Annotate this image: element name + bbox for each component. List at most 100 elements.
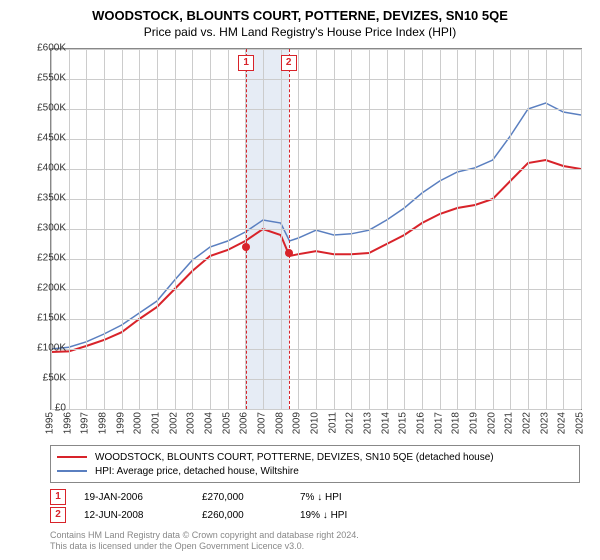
chart-title: WOODSTOCK, BLOUNTS COURT, POTTERNE, DEVI… <box>0 0 600 23</box>
gridline-v <box>228 49 229 409</box>
gridline-v <box>422 49 423 409</box>
gridline-v <box>139 49 140 409</box>
marker-box: 2 <box>281 55 297 71</box>
xtick-label: 2020 <box>486 412 497 434</box>
chart-container: WOODSTOCK, BLOUNTS COURT, POTTERNE, DEVI… <box>0 0 600 560</box>
marker-box: 1 <box>238 55 254 71</box>
gridline-v <box>298 49 299 409</box>
sales-table: 1 19-JAN-2006 £270,000 7% ↓ HPI 2 12-JUN-2008… <box>50 488 580 524</box>
sale-idx: 2 <box>50 507 66 523</box>
sale-price: £260,000 <box>202 510 282 521</box>
legend: WOODSTOCK, BLOUNTS COURT, POTTERNE, DEVI… <box>50 445 580 483</box>
xtick-label: 2006 <box>239 412 250 434</box>
xtick-label: 2005 <box>221 412 232 434</box>
gridline-v <box>457 49 458 409</box>
xtick-label: 2012 <box>345 412 356 434</box>
xtick-label: 2025 <box>575 412 586 434</box>
ytick-label: £50K <box>22 373 66 384</box>
gridline-v <box>210 49 211 409</box>
legend-swatch <box>57 456 87 458</box>
chart-subtitle: Price paid vs. HM Land Registry's House … <box>0 23 600 45</box>
sales-row: 2 12-JUN-2008 £260,000 19% ↓ HPI <box>50 506 580 524</box>
gridline-v <box>69 49 70 409</box>
xtick-label: 2021 <box>504 412 515 434</box>
xtick-label: 2017 <box>433 412 444 434</box>
gridline-v <box>546 49 547 409</box>
gridline-v <box>440 49 441 409</box>
xtick-label: 2016 <box>416 412 427 434</box>
xtick-label: 2019 <box>469 412 480 434</box>
xtick-label: 1996 <box>62 412 73 434</box>
ytick-label: £100K <box>22 343 66 354</box>
gridline-v <box>175 49 176 409</box>
xtick-label: 1997 <box>80 412 91 434</box>
sales-row: 1 19-JAN-2006 £270,000 7% ↓ HPI <box>50 488 580 506</box>
xtick-label: 2015 <box>398 412 409 434</box>
sale-date: 12-JUN-2008 <box>84 510 184 521</box>
xtick-label: 2014 <box>380 412 391 434</box>
sale-dot <box>242 243 250 251</box>
xtick-label: 1995 <box>45 412 56 434</box>
gridline-v <box>334 49 335 409</box>
xtick-label: 2013 <box>363 412 374 434</box>
marker-line <box>289 49 290 409</box>
xtick-label: 2024 <box>557 412 568 434</box>
gridline-v <box>86 49 87 409</box>
gridline-v <box>122 49 123 409</box>
legend-label: WOODSTOCK, BLOUNTS COURT, POTTERNE, DEVI… <box>95 452 494 463</box>
legend-swatch <box>57 470 87 472</box>
xtick-label: 2002 <box>168 412 179 434</box>
gridline-v <box>281 49 282 409</box>
xtick-label: 2018 <box>451 412 462 434</box>
xtick-label: 2003 <box>186 412 197 434</box>
marker-line <box>246 49 247 409</box>
gridline-v <box>510 49 511 409</box>
gridline-v <box>263 49 264 409</box>
ytick-label: £300K <box>22 223 66 234</box>
gridline-v <box>192 49 193 409</box>
xtick-label: 2023 <box>539 412 550 434</box>
xtick-label: 2009 <box>292 412 303 434</box>
gridline-v <box>316 49 317 409</box>
gridline-h <box>51 409 581 410</box>
sale-diff: 19% ↓ HPI <box>300 510 410 521</box>
plot-area: 12 <box>50 48 582 410</box>
ytick-label: £250K <box>22 253 66 264</box>
ytick-label: £450K <box>22 133 66 144</box>
sale-price: £270,000 <box>202 492 282 503</box>
legend-row: HPI: Average price, detached house, Wilt… <box>57 464 573 478</box>
gridline-v <box>351 49 352 409</box>
xtick-label: 2022 <box>522 412 533 434</box>
xtick-label: 2010 <box>310 412 321 434</box>
gridline-v <box>493 49 494 409</box>
gridline-v <box>369 49 370 409</box>
gridline-v <box>104 49 105 409</box>
legend-row: WOODSTOCK, BLOUNTS COURT, POTTERNE, DEVI… <box>57 450 573 464</box>
gridline-v <box>404 49 405 409</box>
ytick-label: £350K <box>22 193 66 204</box>
ytick-label: £500K <box>22 103 66 114</box>
ytick-label: £600K <box>22 43 66 54</box>
gridline-v <box>563 49 564 409</box>
xtick-label: 2007 <box>257 412 268 434</box>
sale-date: 19-JAN-2006 <box>84 492 184 503</box>
footer-attribution: Contains HM Land Registry data © Crown c… <box>50 530 580 552</box>
xtick-label: 2000 <box>133 412 144 434</box>
legend-label: HPI: Average price, detached house, Wilt… <box>95 466 299 477</box>
xtick-label: 2011 <box>327 412 338 434</box>
sale-dot <box>285 249 293 257</box>
ytick-label: £400K <box>22 163 66 174</box>
xtick-label: 2008 <box>274 412 285 434</box>
footer-line2: This data is licensed under the Open Gov… <box>50 541 580 552</box>
sale-idx: 1 <box>50 489 66 505</box>
xtick-label: 2001 <box>151 412 162 434</box>
ytick-label: £200K <box>22 283 66 294</box>
gridline-v <box>528 49 529 409</box>
xtick-label: 1998 <box>98 412 109 434</box>
gridline-v <box>581 49 582 409</box>
ytick-label: £150K <box>22 313 66 324</box>
xtick-label: 2004 <box>204 412 215 434</box>
gridline-v <box>157 49 158 409</box>
ytick-label: £550K <box>22 73 66 84</box>
sale-diff: 7% ↓ HPI <box>300 492 410 503</box>
